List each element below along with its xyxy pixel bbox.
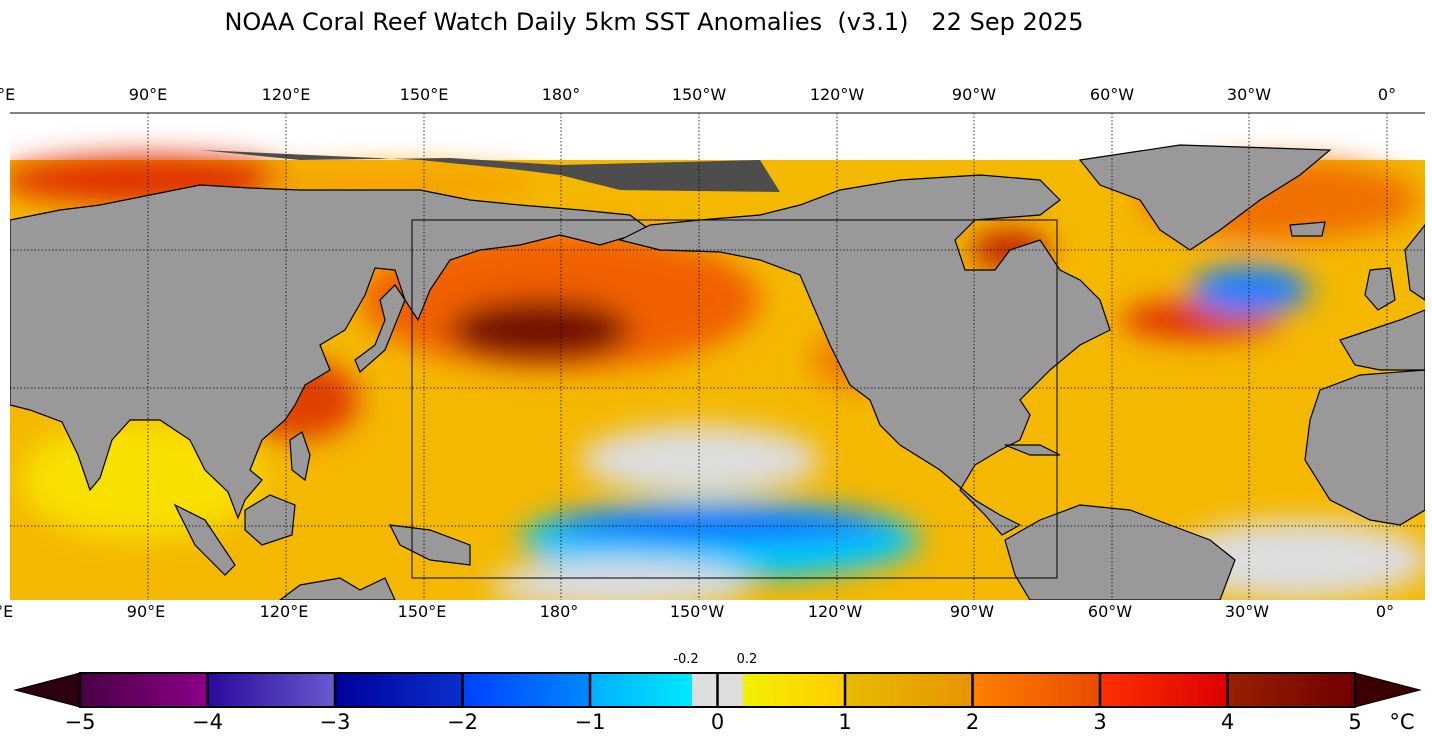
- sea-ice: [10, 145, 780, 192]
- sumatra: [173, 503, 236, 576]
- land: [10, 144, 1425, 600]
- colorbar-tick-label: −5: [64, 710, 96, 734]
- colorbar-tick-label: −2: [447, 710, 478, 734]
- south-america: [1004, 504, 1236, 600]
- map-title: NOAA Coral Reef Watch Daily 5km SST Anom…: [224, 8, 1084, 36]
- asia: [10, 184, 652, 520]
- colorbar-under-arrow: [13, 672, 81, 708]
- colorbar-segment: [845, 673, 973, 707]
- colorbar-segment: [1100, 673, 1228, 707]
- colorbar-tick-label: 2: [965, 710, 980, 734]
- africa: [1304, 369, 1425, 526]
- north-america: [618, 174, 1111, 536]
- top-lon-label: 90°W: [951, 85, 997, 104]
- europe: [1339, 309, 1425, 371]
- top-lon-label: 60°W: [1089, 85, 1135, 104]
- cuba: [1004, 444, 1061, 456]
- iceland: [1289, 221, 1326, 237]
- top-lon-label: 180°: [541, 85, 581, 104]
- bottom-lon-label: 150°E: [397, 602, 447, 621]
- top-lon-label: 120°W: [809, 85, 865, 104]
- scandinavia: [1404, 224, 1425, 301]
- new-guinea: [388, 524, 471, 566]
- bottom-lon-label: 0°: [1375, 602, 1395, 621]
- top-lon-label: 150°W: [671, 85, 727, 104]
- bottom-lon-label: 30°W: [1224, 602, 1270, 621]
- colorbar-over-arrow: [1354, 672, 1422, 708]
- bottom-lon-label: 60°E: [0, 602, 14, 621]
- colorbar: [13, 672, 1422, 708]
- colorbar-tick-label: −3: [319, 710, 351, 734]
- top-lon-label: 60°E: [0, 85, 16, 104]
- colorbar-tick-label: 1: [838, 710, 852, 734]
- map-area: [10, 113, 1425, 600]
- bottom-lon-label: 150°W: [669, 602, 725, 621]
- colorbar-tick-label: −1: [574, 710, 606, 734]
- colorbar-segment: [335, 673, 463, 707]
- graticule: [10, 113, 1425, 600]
- bottom-lon-label: 90°W: [949, 602, 995, 621]
- bottom-lon-label: 90°E: [126, 602, 166, 621]
- colorbar-segment: [462, 673, 590, 707]
- colorbar-tick-label: 3: [1093, 710, 1107, 734]
- japan: [354, 284, 406, 374]
- bottom-lon-label: 60°W: [1087, 602, 1133, 621]
- colorbar-tick-label: −4: [192, 710, 223, 734]
- colorbar-segment: [743, 673, 845, 707]
- bottom-lon-label: 180°: [539, 602, 579, 621]
- bottom-lon-label: 120°E: [259, 602, 309, 621]
- australia: [279, 577, 396, 600]
- greenland: [1078, 144, 1332, 251]
- colorbar-segment: [590, 673, 692, 707]
- colorbar-small-label: 0.2: [736, 652, 758, 667]
- bottom-lon-label: 120°W: [807, 602, 863, 621]
- borneo: [244, 494, 296, 546]
- colorbar-tick-label: 4: [1220, 710, 1235, 734]
- colorbar-segment: [207, 673, 335, 707]
- colorbar-tick-label: 5: [1348, 710, 1362, 734]
- colorbar-unit: °C: [1389, 710, 1415, 734]
- philippines: [289, 431, 311, 482]
- colorbar-small-label: -0.2: [673, 652, 699, 667]
- top-lon-label: 30°W: [1226, 85, 1272, 104]
- region-box: [411, 219, 1058, 579]
- top-lon-label: 0°: [1377, 85, 1397, 104]
- colorbar-segment: [1227, 673, 1355, 707]
- colorbar-segment: [972, 673, 1100, 707]
- top-lon-label: 150°E: [399, 85, 449, 104]
- top-lon-label: 120°E: [261, 85, 311, 104]
- top-lon-label: 90°E: [128, 85, 168, 104]
- colorbar-segment: [80, 673, 208, 707]
- colorbar-tick-label: 0: [710, 710, 725, 734]
